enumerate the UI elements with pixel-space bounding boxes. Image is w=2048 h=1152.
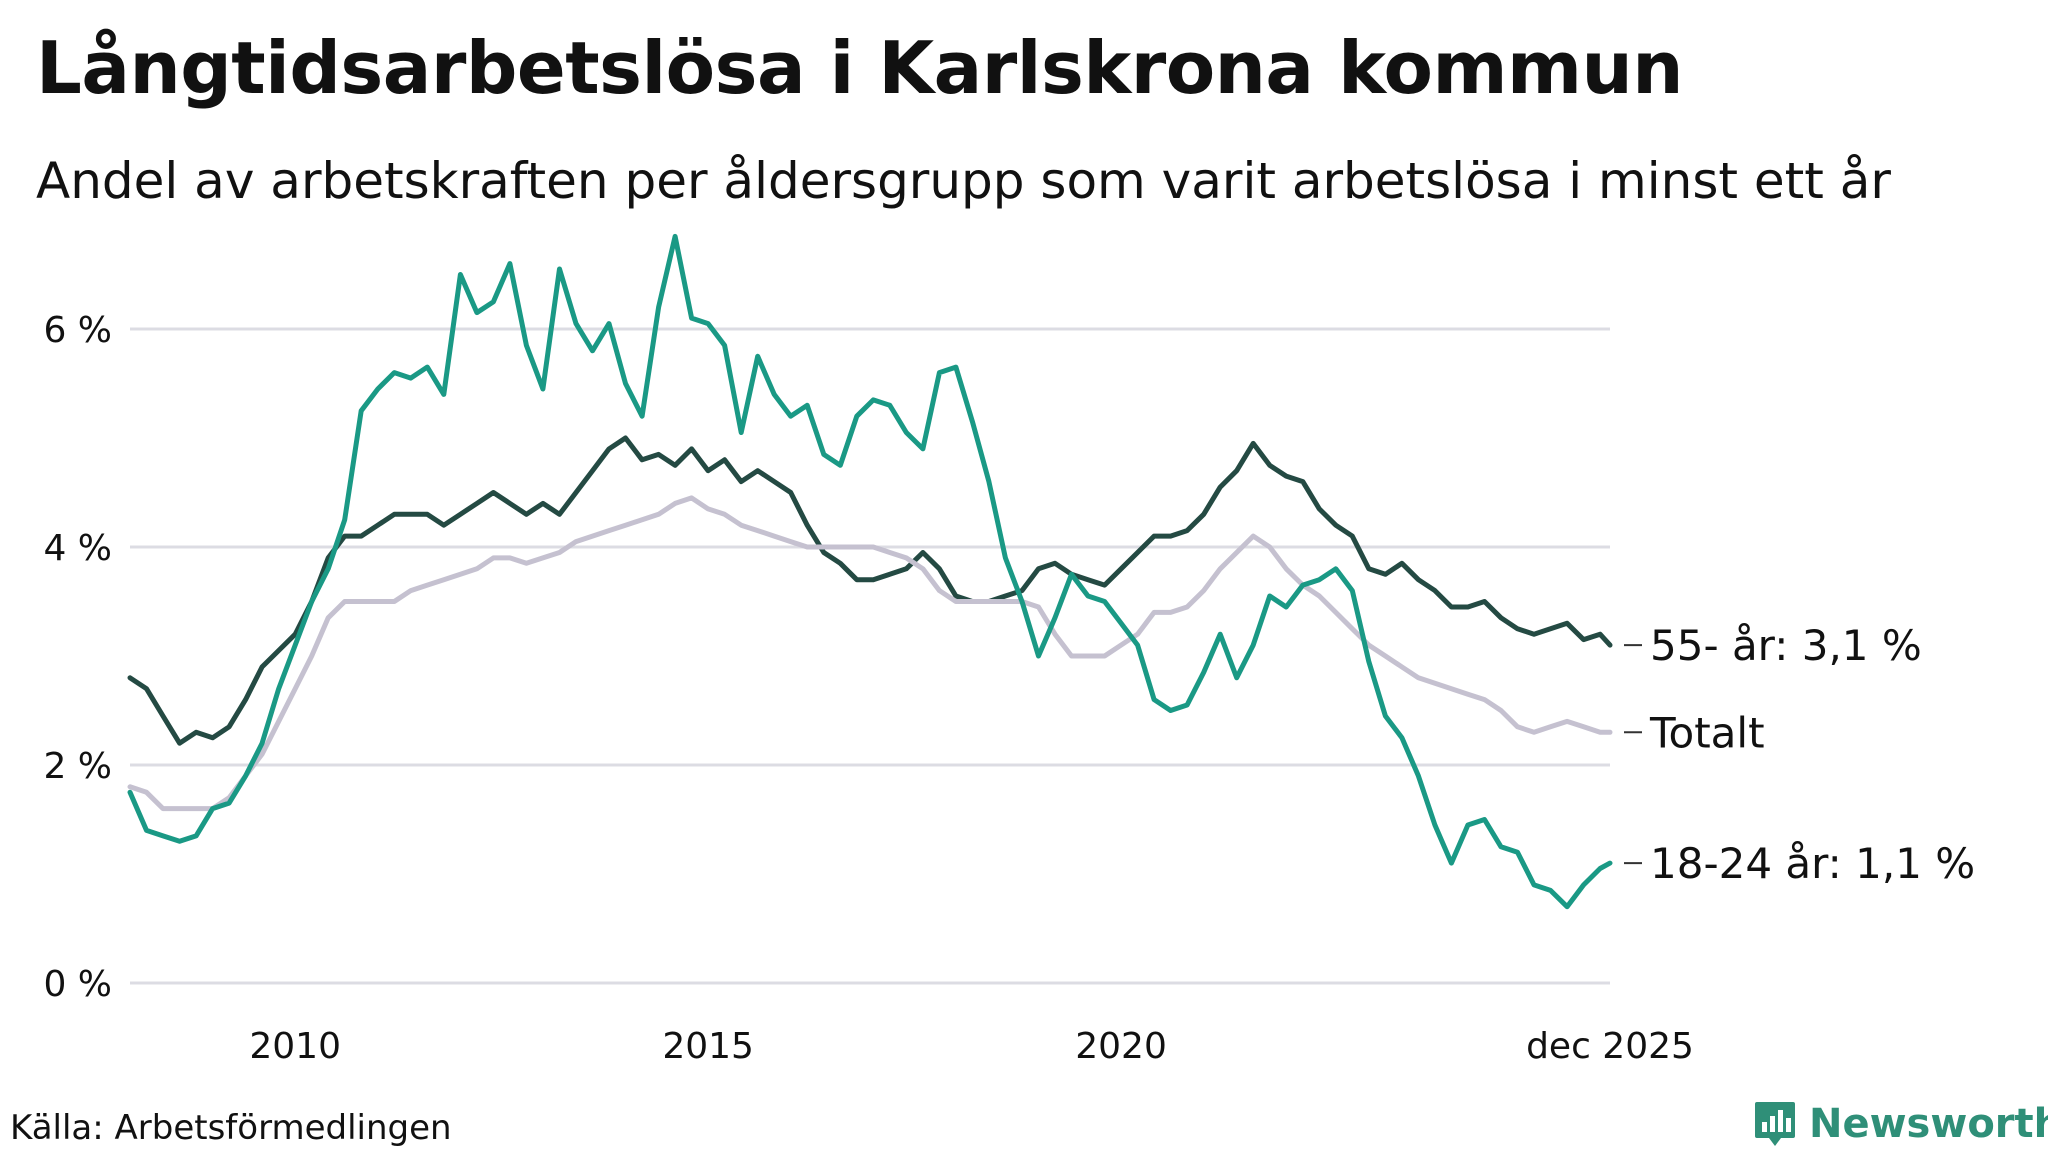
x-tick-label: dec 2025 <box>1526 1026 1694 1067</box>
chart-subtitle: Andel av arbetskraften per åldersgrupp s… <box>36 152 1891 210</box>
series-end-labels: 55- år: 3,1 % Totalt 18-24 år: 1,1 % <box>1624 621 1975 888</box>
series-line-total <box>127 495 1613 812</box>
y-tick-label: 2 % <box>43 746 112 787</box>
series-label-total: Totalt <box>1649 708 1765 757</box>
y-tick-label: 6 % <box>43 310 112 351</box>
brand-name: Newsworthy <box>1809 1101 2048 1147</box>
x-tick-label: 2015 <box>662 1026 754 1067</box>
y-axis-ticks: 0 % 2 % 4 % 6 % <box>43 310 112 1005</box>
series-line-age_55 <box>127 435 1613 746</box>
bar-chart-pin-icon <box>1755 1102 1795 1146</box>
x-tick-label: 2010 <box>249 1026 341 1067</box>
chart-title: Långtidsarbetslösa i Karlskrona kommun <box>36 26 1684 110</box>
x-tick-label: 2020 <box>1075 1026 1167 1067</box>
series-line-age_18_24 <box>127 233 1613 910</box>
y-tick-label: 0 % <box>43 964 112 1005</box>
brand-logo[interactable]: Newsworthy <box>1753 1100 2048 1148</box>
series-label-age_18_24: 18-24 år: 1,1 % <box>1650 839 1975 888</box>
x-axis-ticks: 2010 2015 2020 dec 2025 <box>249 1026 1694 1067</box>
series-lines <box>127 233 1613 910</box>
series-label-age_55: 55- år: 3,1 % <box>1650 621 1922 670</box>
source-note: Källa: Arbetsförmedlingen <box>10 1108 452 1148</box>
y-tick-label: 4 % <box>43 528 112 569</box>
